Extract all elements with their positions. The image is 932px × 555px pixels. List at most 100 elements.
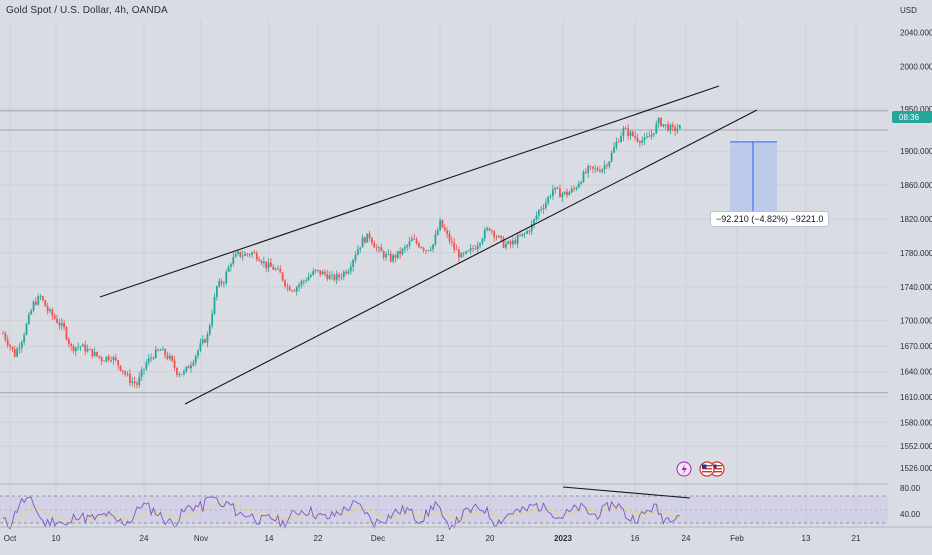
time-tick-label: 22 bbox=[314, 534, 323, 543]
candle-body bbox=[284, 280, 286, 286]
wedge-lower-line[interactable] bbox=[184, 109, 758, 405]
candle-body bbox=[70, 343, 73, 347]
candle-body bbox=[44, 300, 47, 307]
candle-body bbox=[265, 261, 268, 269]
candle-body bbox=[540, 209, 543, 211]
wedge-upper-line[interactable] bbox=[99, 85, 720, 298]
candle-body bbox=[368, 233, 371, 239]
candle-body bbox=[288, 286, 291, 291]
candle-body bbox=[145, 362, 148, 369]
candle-body bbox=[389, 253, 392, 262]
candle-body bbox=[563, 191, 566, 194]
candle-body bbox=[359, 247, 362, 250]
candle-body bbox=[328, 275, 331, 280]
candle-body bbox=[74, 347, 77, 352]
us-flag-icon-2[interactable] bbox=[699, 461, 715, 477]
time-tick-label: Nov bbox=[194, 534, 208, 543]
candle-body bbox=[641, 140, 644, 144]
rsi-divergence-line[interactable] bbox=[562, 486, 691, 499]
rsi-pane[interactable] bbox=[0, 483, 932, 531]
candle-body bbox=[309, 274, 312, 277]
candle-body bbox=[354, 254, 357, 260]
trendlines[interactable] bbox=[99, 85, 758, 405]
candle-body bbox=[152, 357, 155, 359]
candle-body bbox=[300, 281, 303, 285]
time-tick-label: 14 bbox=[265, 534, 274, 543]
chart-title: Gold Spot / U.S. Dollar, 4h, OANDA bbox=[6, 5, 168, 16]
candle-body bbox=[307, 276, 310, 281]
price-tick-label: 1552.000 bbox=[900, 442, 932, 451]
candle-body bbox=[133, 381, 136, 384]
candle-body bbox=[648, 136, 651, 138]
candle-body bbox=[599, 170, 601, 172]
measure-tool[interactable] bbox=[730, 141, 777, 221]
price-axis[interactable]: USD 2040.000 2000.000 1950.000 1900.000 1860.… bbox=[888, 0, 932, 550]
candle-body bbox=[39, 296, 42, 297]
candle-body bbox=[521, 233, 524, 236]
price-axis-bg bbox=[888, 0, 932, 550]
candle-body bbox=[542, 207, 545, 210]
time-axis[interactable]: Oct 10 24 Nov 14 22 Dec 12 20 2023 16 24 Feb 13 21 bbox=[0, 526, 932, 543]
candle-body bbox=[326, 274, 329, 280]
candle-body bbox=[653, 133, 655, 135]
candle-body bbox=[103, 360, 105, 362]
candle-body bbox=[171, 355, 174, 361]
candle-body bbox=[399, 251, 402, 255]
candle-body bbox=[624, 128, 627, 130]
candle-body bbox=[49, 309, 51, 312]
candle-body bbox=[2, 333, 4, 335]
candle-body bbox=[493, 231, 496, 237]
candle-body bbox=[267, 262, 270, 269]
price-tick-label: 1900.000 bbox=[900, 147, 932, 156]
candle-body bbox=[500, 235, 503, 239]
candle-body bbox=[453, 242, 456, 250]
candle-body bbox=[241, 255, 244, 257]
candle-body bbox=[215, 286, 218, 297]
candle-body bbox=[63, 322, 65, 328]
candle-body bbox=[603, 165, 606, 170]
candle-body bbox=[180, 373, 183, 375]
price-tick-label: 1640.000 bbox=[900, 368, 932, 377]
candle-body bbox=[258, 259, 261, 261]
candle-body bbox=[594, 168, 597, 170]
time-tick-label: 24 bbox=[140, 534, 149, 543]
candle-body bbox=[396, 251, 399, 258]
candle-body bbox=[559, 188, 561, 198]
candle-body bbox=[474, 248, 477, 250]
candle-body bbox=[112, 357, 115, 361]
candle-body bbox=[110, 359, 112, 361]
candle-body bbox=[516, 235, 519, 244]
candle-body bbox=[657, 117, 660, 124]
candle-body bbox=[584, 171, 587, 173]
time-tick-label: 12 bbox=[436, 534, 445, 543]
candle-body bbox=[159, 350, 162, 351]
candle-body bbox=[72, 346, 75, 352]
candle-body bbox=[335, 274, 338, 280]
candle-body bbox=[544, 202, 547, 208]
candle-body bbox=[582, 171, 585, 182]
candle-body bbox=[432, 244, 434, 250]
candle-body bbox=[446, 230, 449, 234]
candle-body bbox=[481, 238, 484, 244]
candle-body bbox=[13, 349, 16, 357]
candle-body bbox=[220, 281, 223, 284]
candle-body bbox=[646, 136, 648, 138]
candle-body bbox=[591, 166, 594, 169]
price-tick-label: 2000.000 bbox=[900, 62, 932, 71]
candle-body bbox=[105, 356, 108, 361]
candle-body bbox=[608, 161, 611, 167]
candle-body bbox=[361, 237, 364, 248]
candle-body bbox=[23, 334, 26, 343]
candle-body bbox=[469, 248, 472, 251]
candle-body bbox=[596, 168, 599, 171]
candle-body bbox=[321, 271, 324, 275]
candle-body bbox=[67, 339, 70, 344]
lightning-icon[interactable] bbox=[676, 461, 692, 477]
candle-body bbox=[293, 290, 296, 292]
candle-body bbox=[413, 238, 416, 240]
candle-body bbox=[60, 322, 63, 326]
event-icons[interactable] bbox=[676, 461, 725, 477]
candle-body bbox=[526, 230, 528, 234]
